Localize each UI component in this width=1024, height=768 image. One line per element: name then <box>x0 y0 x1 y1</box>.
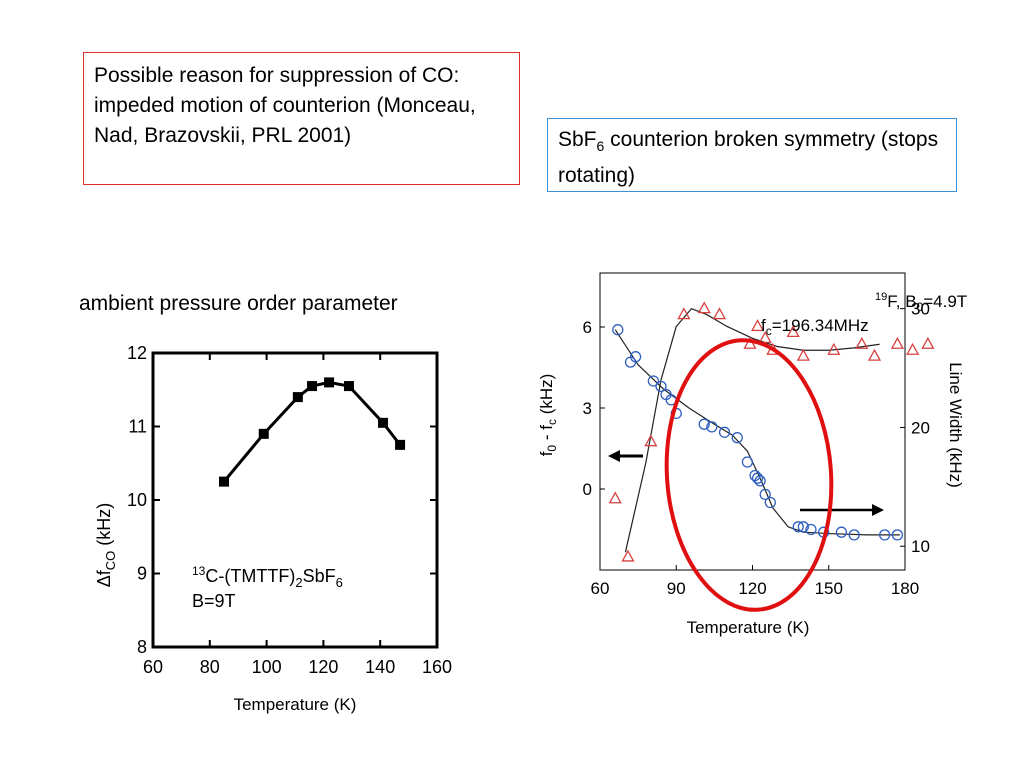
left-y-tick-label: 12 <box>127 343 147 363</box>
left-y-tick-label: 9 <box>137 564 147 584</box>
left-annotation-compound: 13C-(TMTTF)2SbF6 <box>192 564 343 590</box>
right-data-point-circle <box>759 488 771 501</box>
left-data-point <box>307 381 318 392</box>
left-y-tick-label: 8 <box>137 637 147 657</box>
note-sbf6-symmetry: SbF6 counterion broken symmetry (stops r… <box>547 118 957 192</box>
order-parameter-chart: 60 80 100 120 140 160 8 9 10 11 12 Temperature (K)… <box>94 343 452 714</box>
right-fit-curve <box>614 329 900 536</box>
left-x-tick-label: 80 <box>200 657 220 677</box>
left-data-point <box>343 381 354 392</box>
right-right-y-axis-label: Line Width (kHz) <box>946 362 965 488</box>
right-data-point-circle <box>805 523 817 536</box>
right-chart-fit-curves <box>614 308 900 553</box>
right-x-tick-label: 60 <box>591 579 610 598</box>
right-data-point-circle <box>718 426 731 438</box>
right-x-tick-label: 150 <box>815 579 843 598</box>
right-data-point-circle <box>612 324 624 336</box>
left-axis-arrow <box>608 450 643 462</box>
right-data-point-circle <box>655 380 667 393</box>
right-data-point-triangle <box>796 348 810 361</box>
right-left-y-tick-label: 3 <box>583 399 592 418</box>
nmr-chart: 60 90 120 150 180 0 3 6 10 20 30 19F, B0=4.9T fc=1… <box>537 272 967 637</box>
left-x-tick-label: 160 <box>422 657 452 677</box>
right-data-point-triangle <box>750 319 765 332</box>
right-data-point-circle <box>764 496 776 509</box>
right-data-point-circle <box>879 529 891 541</box>
right-data-point-circle <box>741 456 754 468</box>
right-data-point-triangle <box>786 325 800 338</box>
order-parameter-heading: ambient pressure order parameter <box>79 292 398 315</box>
right-x-tick-label: 180 <box>891 579 919 598</box>
right-data-point-triangle <box>758 330 772 343</box>
highlight-ellipse <box>664 338 834 612</box>
right-data-point-triangle <box>677 307 691 320</box>
right-data-point-triangle <box>712 307 727 320</box>
left-data-point <box>219 476 229 487</box>
left-data-point <box>378 417 389 428</box>
right-data-point-circle <box>706 421 718 433</box>
right-data-point-circle <box>647 375 660 387</box>
left-annotation-field: B=9T <box>192 591 236 611</box>
right-data-point-triangle <box>608 491 622 504</box>
right-data-point-triangle <box>697 301 711 314</box>
left-chart-marks <box>219 377 406 487</box>
right-data-point-triangle <box>855 336 869 349</box>
left-data-point <box>395 439 406 450</box>
left-series-line <box>222 380 402 483</box>
right-x-axis-label: Temperature (K) <box>687 618 810 637</box>
left-y-axis-label: ΔfCO (kHz) <box>94 503 118 588</box>
right-data-point-circle <box>848 529 860 541</box>
right-right-y-tick-label: 20 <box>911 418 930 437</box>
right-data-point-circle <box>629 351 642 363</box>
right-data-point-circle <box>792 521 804 533</box>
right-data-point-triangle <box>867 348 882 361</box>
right-left-y-tick-label: 0 <box>583 480 592 499</box>
left-data-point <box>258 428 269 439</box>
right-legend-line1: 19F, B0=4.9T <box>875 291 967 314</box>
note-counterion-reason-text: Possible reason for suppression of CO: i… <box>94 64 476 147</box>
left-x-tick-label: 100 <box>252 657 282 677</box>
left-x-tick-label: 140 <box>365 657 395 677</box>
note-sbf6-suffix: counterion broken symmetry (stops rotati… <box>558 128 939 188</box>
right-fit-curve <box>624 308 880 553</box>
right-data-point-triangle <box>906 342 920 355</box>
note-sbf6-prefix: SbF <box>558 128 597 151</box>
right-data-point-triangle <box>890 336 904 349</box>
right-data-point-circle <box>751 472 764 484</box>
right-data-point-triangle <box>921 336 935 349</box>
right-chart-ticks: 60 90 120 150 180 0 3 6 10 20 30 <box>583 300 930 598</box>
right-data-point-triangle <box>621 549 635 562</box>
right-data-point-circle <box>754 475 766 487</box>
right-right-y-tick-label: 10 <box>911 537 930 556</box>
left-x-tick-label: 60 <box>143 657 163 677</box>
right-data-point-triangle <box>743 336 757 349</box>
right-data-point-circle <box>891 529 904 541</box>
right-right-y-tick-label: 30 <box>911 300 930 319</box>
left-data-point <box>324 377 335 388</box>
right-left-y-axis-label: f0 - fc (kHz) <box>537 374 559 457</box>
note-counterion-reason: Possible reason for suppression of CO: i… <box>83 52 520 185</box>
right-left-y-tick-label: 6 <box>583 318 592 337</box>
right-data-point-circle <box>731 432 743 444</box>
note-sbf6-subscript: 6 <box>596 138 605 155</box>
left-y-tick-label: 11 <box>128 417 147 437</box>
right-data-point-triangle <box>644 434 658 447</box>
left-x-tick-label: 120 <box>308 657 338 677</box>
right-data-point-circle <box>698 418 710 430</box>
right-data-point-circle <box>835 526 848 538</box>
left-data-point <box>292 392 303 403</box>
right-data-point-triangle <box>827 342 841 355</box>
left-y-tick-label: 10 <box>127 490 147 510</box>
right-chart-marks <box>608 301 935 562</box>
right-x-tick-label: 120 <box>738 579 766 598</box>
right-x-tick-label: 90 <box>667 579 686 598</box>
right-axis-arrow <box>800 504 884 516</box>
right-data-point-circle <box>797 521 809 533</box>
left-chart-ticks: 60 80 100 120 140 160 8 9 10 11 12 <box>127 343 452 677</box>
right-legend-line2: fc=196.34MHz <box>761 316 869 338</box>
left-x-axis-label: Temperature (K) <box>234 695 357 714</box>
